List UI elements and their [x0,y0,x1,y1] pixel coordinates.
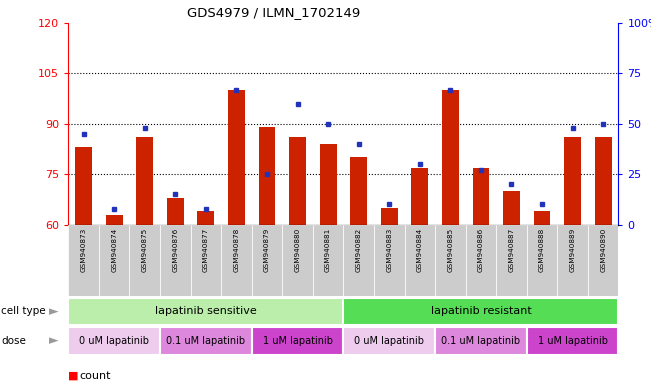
Bar [68,327,160,355]
Bar [588,225,618,296]
Text: ►: ► [49,305,58,318]
Bar [527,327,618,355]
Bar [435,225,465,296]
Text: GSM940874: GSM940874 [111,228,117,272]
Bar [442,90,459,225]
Bar [473,167,490,225]
Bar [289,137,306,225]
Text: GSM940878: GSM940878 [234,228,240,272]
Text: GSM940886: GSM940886 [478,228,484,272]
Bar [228,90,245,225]
Bar [106,215,122,225]
Text: ►: ► [49,334,58,348]
Bar [283,225,313,296]
Text: count: count [79,371,111,381]
Text: 1 uM lapatinib: 1 uM lapatinib [262,336,333,346]
Text: GSM940887: GSM940887 [508,228,514,272]
Text: GSM940890: GSM940890 [600,228,606,272]
Bar [160,225,191,296]
Bar [258,127,275,225]
Bar [404,225,435,296]
Text: GSM940873: GSM940873 [81,228,87,272]
Bar [76,147,92,225]
Bar [527,225,557,296]
Text: dose: dose [1,336,26,346]
Text: GSM940877: GSM940877 [203,228,209,272]
Text: 0 uM lapatinib: 0 uM lapatinib [354,336,424,346]
Bar [313,225,344,296]
Bar [496,225,527,296]
Text: GSM940882: GSM940882 [355,228,362,272]
Text: 0 uM lapatinib: 0 uM lapatinib [79,336,149,346]
Bar [252,225,283,296]
Text: GSM940888: GSM940888 [539,228,545,272]
Text: GSM940875: GSM940875 [142,228,148,272]
Bar [252,327,343,355]
Text: GSM940884: GSM940884 [417,228,422,272]
Text: lapatinib resistant: lapatinib resistant [430,306,531,316]
Text: GSM940879: GSM940879 [264,228,270,272]
Text: GSM940885: GSM940885 [447,228,453,272]
Bar [191,225,221,296]
Bar [221,225,252,296]
Bar [595,137,611,225]
Bar [160,327,252,355]
Bar [465,225,496,296]
Bar [130,225,160,296]
Bar [344,327,435,355]
Bar [411,167,428,225]
Text: GSM940889: GSM940889 [570,228,575,272]
Bar [564,137,581,225]
Bar [374,225,404,296]
Bar [197,211,214,225]
Bar [136,137,153,225]
Bar [350,157,367,225]
Bar [381,208,398,225]
Bar [167,198,184,225]
Bar [99,225,130,296]
Bar [534,211,551,225]
Text: ■: ■ [68,371,79,381]
Bar [503,191,520,225]
Text: GDS4979 / ILMN_1702149: GDS4979 / ILMN_1702149 [187,6,360,19]
Bar [435,327,527,355]
Text: GSM940876: GSM940876 [173,228,178,272]
Bar [344,225,374,296]
Text: 1 uM lapatinib: 1 uM lapatinib [538,336,607,346]
Bar [68,225,99,296]
Bar [68,298,344,325]
Text: 0.1 uM lapatinib: 0.1 uM lapatinib [166,336,245,346]
Text: GSM940883: GSM940883 [386,228,393,272]
Text: cell type: cell type [1,306,46,316]
Bar [344,298,618,325]
Bar [557,225,588,296]
Text: lapatinib sensitive: lapatinib sensitive [155,306,256,316]
Text: GSM940880: GSM940880 [294,228,301,272]
Text: GSM940881: GSM940881 [325,228,331,272]
Text: 0.1 uM lapatinib: 0.1 uM lapatinib [441,336,521,346]
Bar [320,144,337,225]
